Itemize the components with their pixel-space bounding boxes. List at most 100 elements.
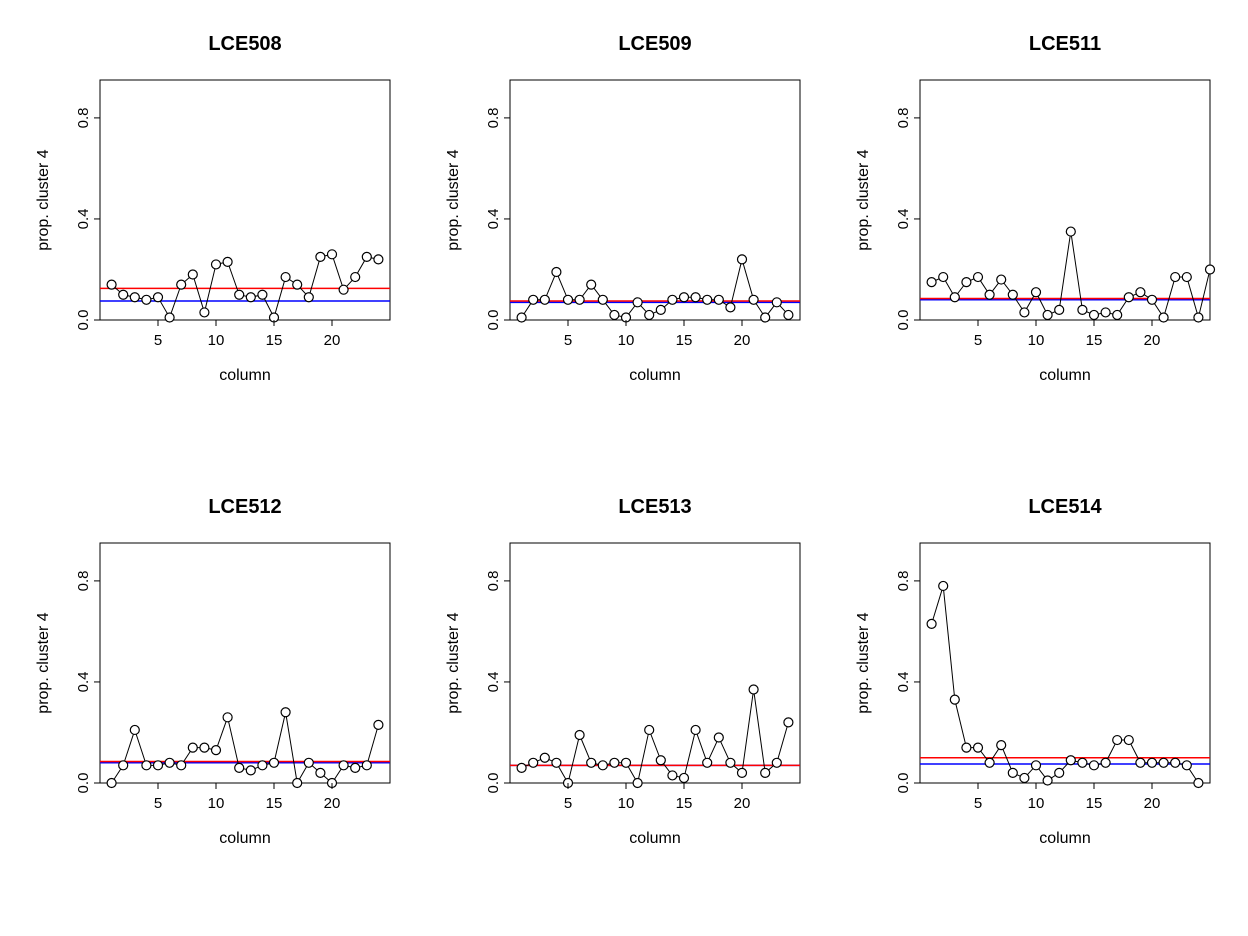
y-tick-label: 0.0 bbox=[895, 310, 912, 331]
data-point bbox=[927, 278, 936, 287]
y-tick-label: 0.0 bbox=[75, 310, 92, 331]
data-point bbox=[1136, 288, 1145, 297]
x-tick-label: 20 bbox=[324, 795, 341, 812]
y-axis-label: prop. cluster 4 bbox=[855, 149, 872, 250]
panel-2: LCE51151015200.00.40.8columnprop. cluste… bbox=[840, 10, 1230, 463]
data-point bbox=[281, 273, 290, 282]
data-point bbox=[552, 758, 561, 767]
x-tick-label: 10 bbox=[618, 332, 635, 349]
panel-title: LCE509 bbox=[618, 33, 691, 55]
data-point bbox=[1113, 310, 1122, 319]
data-point bbox=[177, 761, 186, 770]
data-point bbox=[107, 779, 116, 788]
data-point bbox=[1008, 290, 1017, 299]
data-point bbox=[691, 725, 700, 734]
y-axis-label: prop. cluster 4 bbox=[445, 149, 462, 250]
x-tick-label: 20 bbox=[1144, 795, 1161, 812]
data-point bbox=[293, 280, 302, 289]
data-point bbox=[691, 293, 700, 302]
data-point bbox=[772, 298, 781, 307]
data-point bbox=[107, 280, 116, 289]
data-point bbox=[1020, 773, 1029, 782]
data-point bbox=[587, 280, 596, 289]
data-point bbox=[1101, 308, 1110, 317]
x-tick-label: 15 bbox=[676, 332, 693, 349]
data-point bbox=[374, 720, 383, 729]
y-axis-label: prop. cluster 4 bbox=[445, 612, 462, 713]
data-point bbox=[680, 773, 689, 782]
panel-3: LCE51251015200.00.40.8columnprop. cluste… bbox=[20, 473, 410, 926]
data-point bbox=[154, 293, 163, 302]
data-point bbox=[726, 758, 735, 767]
data-point bbox=[1020, 308, 1029, 317]
data-point bbox=[142, 761, 151, 770]
data-point bbox=[212, 260, 221, 269]
y-tick-label: 0.4 bbox=[895, 672, 912, 693]
data-point bbox=[997, 741, 1006, 750]
panel-0: LCE50851015200.00.40.8columnprop. cluste… bbox=[20, 10, 410, 463]
data-point bbox=[575, 295, 584, 304]
panel-title: LCE508 bbox=[208, 33, 281, 55]
x-tick-label: 5 bbox=[154, 332, 162, 349]
x-axis-label: column bbox=[629, 830, 681, 847]
chart-svg: LCE50951015200.00.40.8columnprop. cluste… bbox=[430, 10, 820, 440]
y-tick-label: 0.0 bbox=[895, 773, 912, 794]
x-tick-label: 10 bbox=[1028, 332, 1045, 349]
data-point bbox=[962, 278, 971, 287]
data-point bbox=[950, 695, 959, 704]
data-point bbox=[1124, 293, 1133, 302]
data-point bbox=[165, 758, 174, 767]
data-point bbox=[1032, 761, 1041, 770]
panel-title: LCE511 bbox=[1029, 33, 1101, 55]
data-point bbox=[258, 761, 267, 770]
data-point bbox=[668, 295, 677, 304]
data-point bbox=[575, 731, 584, 740]
data-line bbox=[522, 690, 789, 783]
y-tick-label: 0.4 bbox=[485, 209, 502, 230]
chart-svg: LCE50851015200.00.40.8columnprop. cluste… bbox=[20, 10, 410, 440]
data-point bbox=[119, 290, 128, 299]
x-tick-label: 20 bbox=[734, 332, 751, 349]
data-point bbox=[223, 713, 232, 722]
data-point bbox=[517, 763, 526, 772]
data-point bbox=[974, 273, 983, 282]
data-point bbox=[188, 743, 197, 752]
data-point bbox=[540, 753, 549, 762]
y-tick-label: 0.8 bbox=[75, 107, 92, 128]
x-tick-label: 15 bbox=[676, 795, 693, 812]
y-tick-label: 0.4 bbox=[485, 672, 502, 693]
x-tick-label: 5 bbox=[974, 332, 982, 349]
plot-border bbox=[100, 80, 390, 320]
chart-svg: LCE51351015200.00.40.8columnprop. cluste… bbox=[430, 473, 820, 903]
data-point bbox=[529, 295, 538, 304]
data-point bbox=[985, 758, 994, 767]
x-axis-label: column bbox=[219, 830, 271, 847]
data-point bbox=[656, 756, 665, 765]
data-point bbox=[119, 761, 128, 770]
x-tick-label: 20 bbox=[324, 332, 341, 349]
data-point bbox=[235, 290, 244, 299]
y-tick-label: 0.8 bbox=[895, 107, 912, 128]
data-point bbox=[1066, 756, 1075, 765]
data-point bbox=[927, 619, 936, 628]
data-point bbox=[1148, 295, 1157, 304]
x-tick-label: 20 bbox=[1144, 332, 1161, 349]
x-tick-label: 5 bbox=[564, 332, 572, 349]
panel-4: LCE51351015200.00.40.8columnprop. cluste… bbox=[430, 473, 820, 926]
data-point bbox=[680, 293, 689, 302]
data-point bbox=[939, 581, 948, 590]
data-point bbox=[633, 779, 642, 788]
y-tick-label: 0.8 bbox=[75, 570, 92, 591]
data-point bbox=[738, 768, 747, 777]
data-point bbox=[668, 771, 677, 780]
data-point bbox=[1171, 273, 1180, 282]
y-tick-label: 0.8 bbox=[485, 107, 502, 128]
data-point bbox=[223, 257, 232, 266]
data-line bbox=[932, 232, 1210, 318]
y-tick-label: 0.0 bbox=[485, 310, 502, 331]
data-point bbox=[726, 303, 735, 312]
data-point bbox=[1159, 758, 1168, 767]
panel-title: LCE513 bbox=[618, 496, 691, 518]
data-point bbox=[645, 310, 654, 319]
y-axis-label: prop. cluster 4 bbox=[35, 149, 52, 250]
